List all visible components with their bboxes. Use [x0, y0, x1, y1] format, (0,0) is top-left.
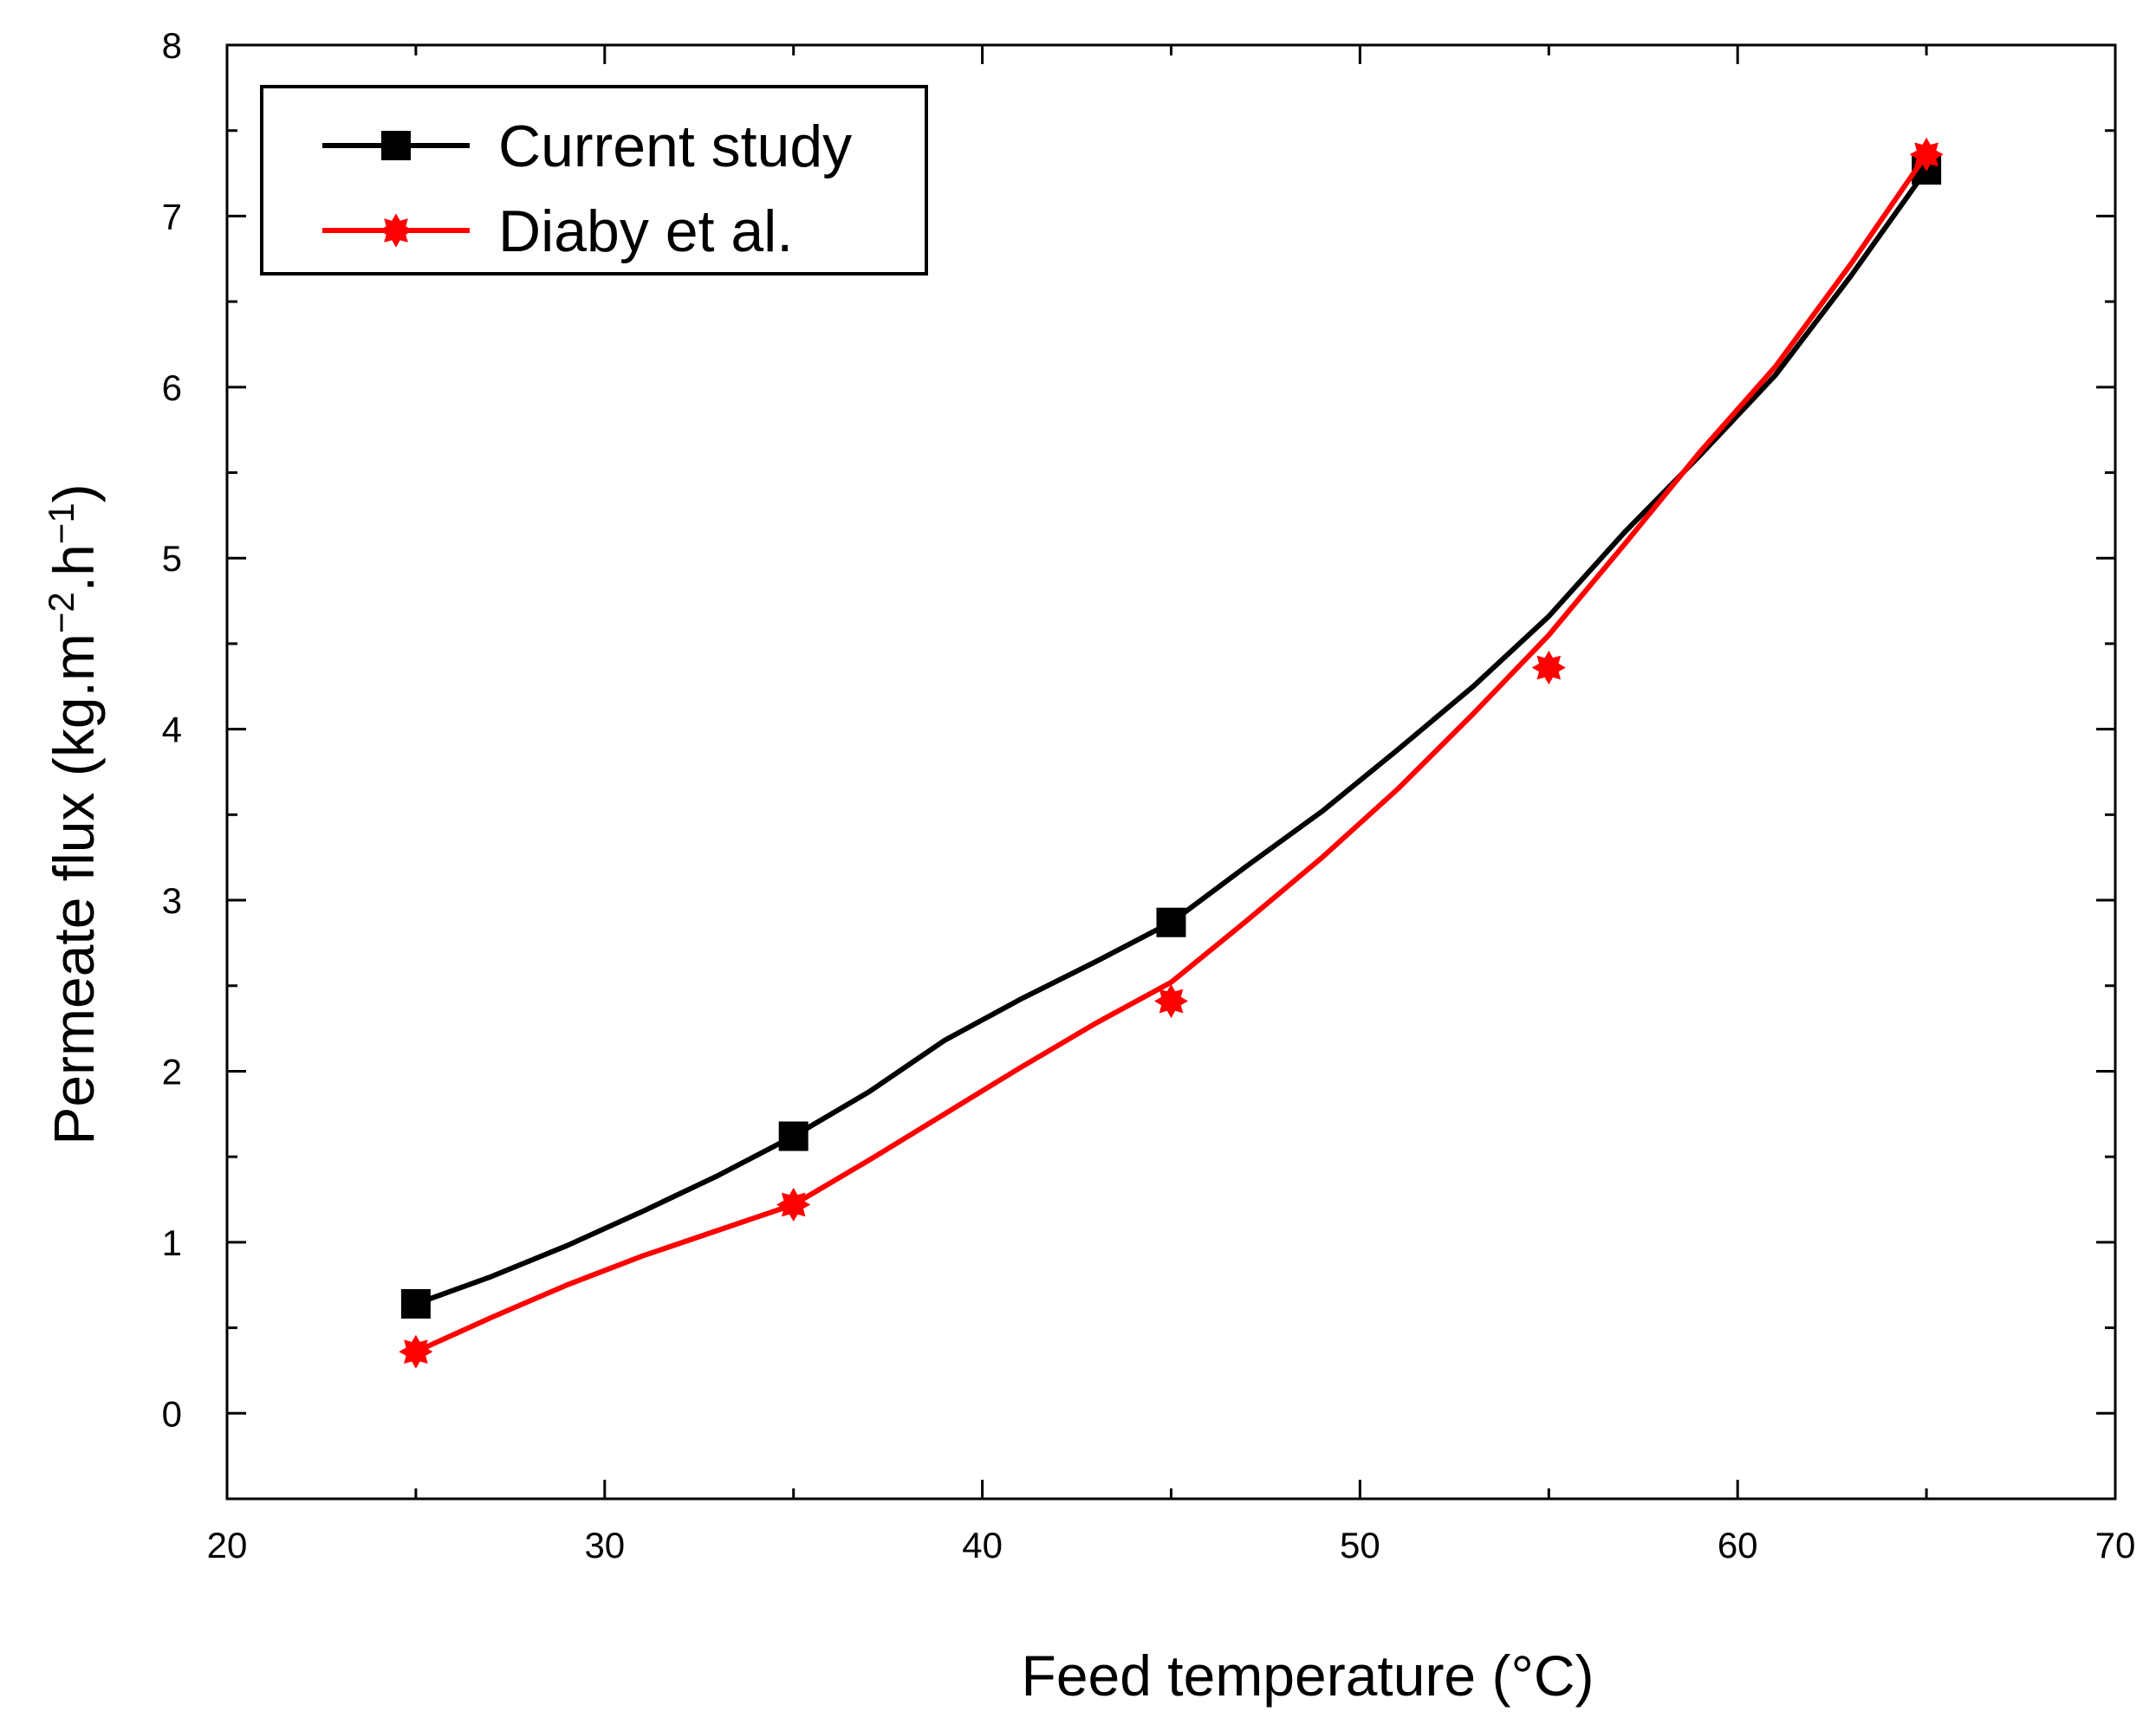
- x-tick-label: 70: [2095, 1525, 2136, 1566]
- marker-square-legend: [381, 131, 411, 160]
- legend-box: [260, 85, 928, 276]
- x-tick-label: 30: [584, 1525, 625, 1566]
- y-tick-label: 2: [162, 1051, 182, 1092]
- marker-star: [1154, 984, 1188, 1019]
- y-axis-title-close: ): [42, 483, 106, 502]
- y-axis-title-exponent-2: −1: [41, 502, 81, 544]
- legend-label: Diaby et al.: [498, 198, 793, 264]
- marker-star: [776, 1187, 811, 1222]
- x-axis: 20 30 40 50 60 70: [207, 45, 2136, 1566]
- y-tick-label: 0: [162, 1393, 182, 1434]
- series-group: [399, 137, 1944, 1369]
- y-axis-title: Permeate flux (kg.m−2.h−1): [41, 483, 107, 1144]
- y-tick-label: 5: [162, 538, 182, 579]
- legend: Current study Diaby et al.: [260, 85, 928, 276]
- legend-item: Current study: [322, 113, 852, 179]
- x-tick-label: 60: [1718, 1525, 1758, 1566]
- series-current-study: [400, 155, 1942, 1319]
- y-tick-label: 8: [162, 25, 182, 66]
- x-tick-label: 20: [207, 1525, 248, 1566]
- y-axis-title-main: Permeate flux (kg.m: [42, 633, 106, 1145]
- y-axis-title-unit: .h: [42, 544, 106, 592]
- y-tick-label: 7: [162, 196, 182, 237]
- marker-star: [399, 1334, 433, 1369]
- marker-square: [400, 1288, 431, 1319]
- y-axis: 0 1 2 3 4 5 6 7 8: [162, 25, 2115, 1501]
- legend-item: Diaby et al.: [322, 198, 793, 264]
- y-tick-label: 1: [162, 1222, 182, 1263]
- marker-square: [1156, 907, 1186, 937]
- y-axis-title-exponent-1: −2: [41, 592, 81, 633]
- x-tick-label: 50: [1340, 1525, 1380, 1566]
- x-tick-label: 40: [962, 1525, 1003, 1566]
- marker-star: [1909, 137, 1944, 172]
- x-axis-title: Feed temperature (°C): [1022, 1643, 1594, 1708]
- marker-square: [778, 1121, 808, 1151]
- series-line: [412, 167, 1930, 1306]
- marker-star-legend: [379, 213, 413, 248]
- series-line: [412, 152, 1930, 1355]
- marker-star: [1531, 651, 1566, 685]
- y-tick-label: 4: [162, 710, 182, 750]
- legend-label: Current study: [498, 113, 852, 179]
- y-tick-label: 6: [162, 367, 182, 408]
- y-tick-label: 3: [162, 880, 182, 921]
- series-diaby-et-al: [399, 137, 1944, 1369]
